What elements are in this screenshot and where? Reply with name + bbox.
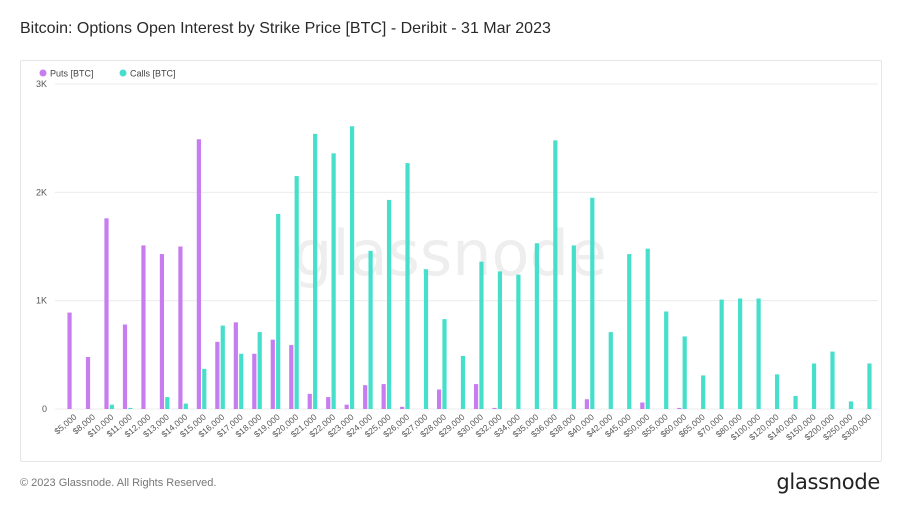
legend-item-puts[interactable]: Puts [BTC] [39, 69, 94, 79]
bar-calls[interactable] [830, 351, 835, 409]
bar-puts[interactable] [122, 324, 128, 410]
bar-calls[interactable] [331, 153, 336, 409]
y-tick-label: 2K [36, 187, 47, 197]
bar-calls[interactable] [239, 353, 244, 409]
bar-calls[interactable] [183, 403, 188, 409]
bar-calls[interactable] [719, 299, 724, 409]
bar-puts[interactable] [252, 353, 257, 409]
bar-calls[interactable] [386, 199, 392, 409]
legend-item-calls[interactable]: Calls [BTC] [119, 69, 176, 79]
bar-puts[interactable] [85, 357, 91, 409]
legend: Puts [BTC] Calls [BTC] [39, 69, 176, 79]
bar-puts[interactable] [381, 384, 386, 409]
bar-puts[interactable] [344, 404, 349, 409]
bar-calls[interactable] [701, 375, 706, 409]
bar-calls[interactable] [220, 325, 225, 409]
bar-puts[interactable] [640, 402, 645, 410]
bar-calls[interactable] [627, 254, 632, 409]
bar-calls[interactable] [516, 274, 521, 409]
bar-calls[interactable] [276, 214, 281, 409]
x-axis: $5,000$8,000$10,000$11,000$12,000$13,000… [52, 412, 873, 443]
y-tick-label: 1K [36, 296, 47, 306]
bar-puts[interactable] [307, 393, 312, 409]
bar-calls[interactable] [590, 197, 595, 409]
bar-calls[interactable] [867, 363, 872, 410]
bar-calls[interactable] [497, 271, 503, 409]
bar-calls[interactable] [738, 298, 743, 410]
bar-calls[interactable] [793, 396, 798, 409]
bar-calls[interactable] [479, 261, 484, 409]
bar-calls[interactable] [811, 363, 817, 410]
y-axis: 0 1K 2K 3K [36, 79, 47, 414]
bar-calls[interactable] [774, 374, 780, 409]
bar-calls[interactable] [645, 248, 650, 409]
bar-calls[interactable] [553, 140, 558, 410]
bar-puts[interactable] [473, 384, 479, 409]
bar-puts[interactable] [178, 246, 183, 410]
bar-puts[interactable] [289, 345, 294, 409]
copyright-text: © 2023 Glassnode. All Rights Reserved. [20, 477, 217, 489]
bar-puts[interactable] [67, 312, 72, 409]
bar-calls[interactable] [349, 126, 355, 409]
y-tick-label: 0 [42, 404, 47, 414]
watermark: glassnode [293, 217, 607, 290]
bar-calls[interactable] [442, 319, 447, 409]
bar-calls[interactable] [405, 163, 410, 409]
bar-puts[interactable] [159, 254, 165, 409]
brand-logo[interactable]: glassnode [776, 470, 880, 494]
bar-calls[interactable] [313, 133, 318, 410]
bars [67, 126, 872, 410]
legend-label-puts: Puts [BTC] [50, 69, 94, 79]
bar-calls[interactable] [460, 355, 466, 409]
bar-puts[interactable] [436, 389, 442, 410]
bar-calls[interactable] [571, 245, 576, 409]
bar-puts[interactable] [677, 407, 682, 409]
bar-puts[interactable] [584, 399, 590, 409]
bar-calls[interactable] [202, 368, 207, 409]
bar-puts[interactable] [492, 407, 497, 409]
bar-calls[interactable] [165, 397, 170, 409]
legend-label-calls: Calls [BTC] [130, 69, 176, 79]
bar-calls[interactable] [664, 311, 669, 410]
y-tick-label: 3K [36, 79, 47, 89]
bar-calls[interactable] [756, 298, 761, 410]
bar-puts[interactable] [141, 245, 146, 409]
legend-marker-puts [39, 69, 47, 77]
bar-calls[interactable] [423, 269, 429, 409]
bar-calls[interactable] [257, 332, 262, 409]
bar-puts[interactable] [233, 322, 238, 409]
chart-title: Bitcoin: Options Open Interest by Strike… [20, 20, 551, 37]
bar-puts[interactable] [196, 139, 201, 409]
bar-calls[interactable] [534, 243, 539, 409]
bar-calls[interactable] [109, 404, 114, 409]
bar-calls[interactable] [368, 250, 373, 409]
bar-calls[interactable] [294, 176, 299, 409]
bar-puts[interactable] [270, 339, 275, 409]
bar-calls[interactable] [608, 332, 613, 409]
bar-puts[interactable] [326, 397, 331, 409]
legend-marker-calls [119, 69, 127, 77]
bar-calls[interactable] [682, 336, 687, 409]
bar-calls[interactable] [848, 401, 854, 409]
bar-puts[interactable] [215, 341, 220, 409]
bar-puts[interactable] [400, 406, 405, 409]
bar-puts[interactable] [104, 218, 109, 409]
bar-puts[interactable] [363, 385, 368, 409]
bar-calls[interactable] [128, 407, 133, 409]
